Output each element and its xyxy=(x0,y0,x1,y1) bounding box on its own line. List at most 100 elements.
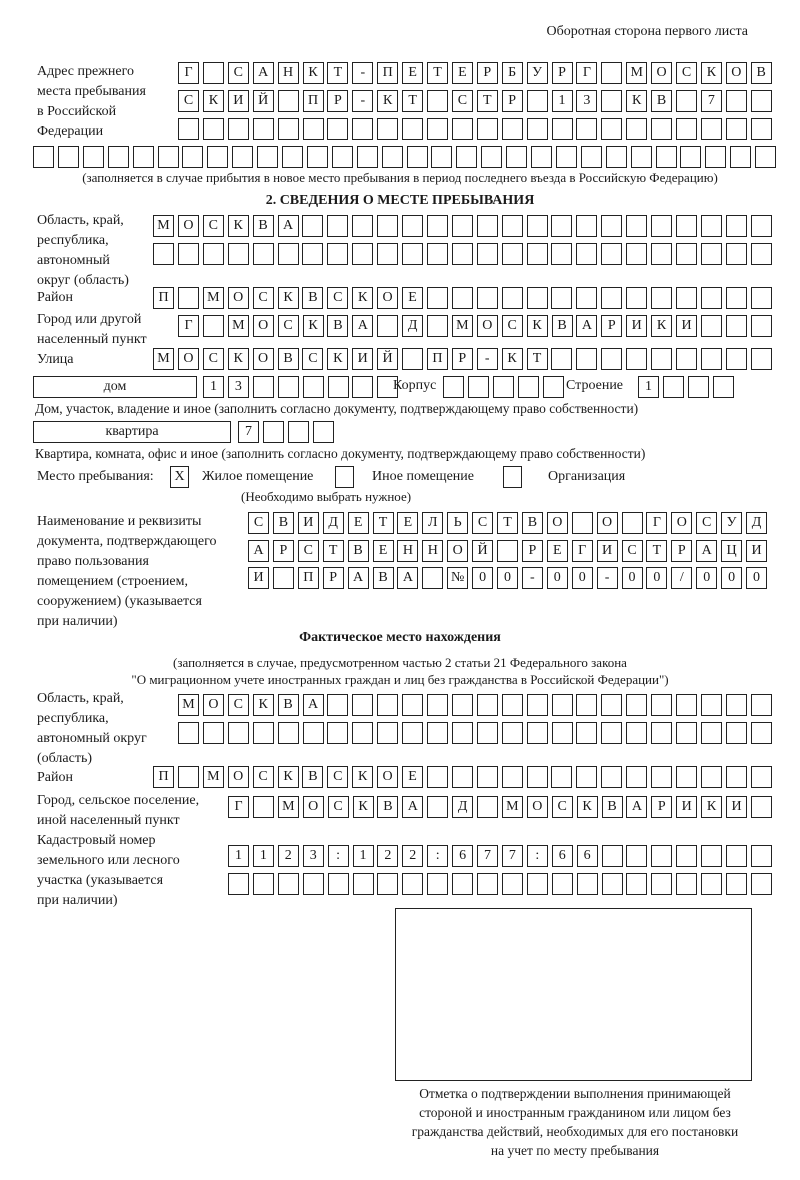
char-cell[interactable]: М xyxy=(626,62,648,84)
char-cell[interactable] xyxy=(601,90,623,112)
char-cell[interactable] xyxy=(626,766,648,788)
char-cell[interactable] xyxy=(501,243,523,265)
char-cell[interactable]: - xyxy=(596,567,618,589)
char-cell[interactable] xyxy=(352,215,374,237)
char-cell[interactable] xyxy=(352,376,374,398)
char-cell[interactable] xyxy=(327,243,349,265)
char-cell[interactable] xyxy=(257,146,279,168)
char-cell[interactable] xyxy=(526,694,548,716)
char-cell[interactable]: К xyxy=(352,796,374,818)
char-cell[interactable] xyxy=(626,118,648,140)
char-cell[interactable]: С xyxy=(327,796,349,818)
char-cell[interactable]: Г xyxy=(178,315,199,337)
char-cell[interactable]: Р xyxy=(671,540,693,562)
char-cell[interactable] xyxy=(542,376,564,398)
char-cell[interactable] xyxy=(327,694,349,716)
char-cell[interactable]: Е xyxy=(451,62,473,84)
char-cell[interactable]: И xyxy=(726,796,747,818)
char-cell[interactable]: С xyxy=(451,90,473,112)
char-cell[interactable] xyxy=(687,376,709,398)
char-cell[interactable] xyxy=(555,146,577,168)
char-cell[interactable] xyxy=(576,243,598,265)
char-cell[interactable] xyxy=(202,243,224,265)
char-cell[interactable]: Г xyxy=(228,796,249,818)
char-cell[interactable]: 7 xyxy=(700,90,722,112)
char-cell[interactable] xyxy=(501,694,523,716)
char-cell[interactable] xyxy=(725,118,747,140)
char-cell[interactable]: 6 xyxy=(452,845,474,867)
char-cell[interactable]: 1 xyxy=(228,845,249,867)
char-cell[interactable] xyxy=(676,118,697,140)
char-cell[interactable]: Е xyxy=(402,766,423,788)
char-cell[interactable]: В xyxy=(252,215,274,237)
char-cell[interactable] xyxy=(456,146,478,168)
char-cell[interactable]: Т xyxy=(402,90,424,112)
char-cell[interactable]: О xyxy=(447,540,469,562)
char-cell[interactable]: К xyxy=(626,90,648,112)
char-cell[interactable]: 0 xyxy=(546,567,568,589)
char-cell[interactable]: Р xyxy=(601,315,623,337)
char-cell[interactable]: К xyxy=(277,287,299,309)
char-cell[interactable] xyxy=(526,287,548,309)
char-cell[interactable] xyxy=(750,722,772,744)
char-cell[interactable] xyxy=(153,243,174,265)
char-cell[interactable]: С xyxy=(202,348,224,370)
char-cell[interactable] xyxy=(302,243,324,265)
char-cell[interactable]: О xyxy=(546,512,568,534)
char-cell[interactable] xyxy=(662,376,684,398)
char-cell[interactable] xyxy=(725,287,747,309)
char-cell[interactable]: О xyxy=(252,315,274,337)
char-cell[interactable]: 1 xyxy=(551,90,573,112)
char-cell[interactable] xyxy=(431,146,453,168)
char-cell[interactable] xyxy=(377,873,399,895)
char-cell[interactable] xyxy=(750,873,772,895)
char-cell[interactable]: И xyxy=(227,90,249,112)
char-cell[interactable]: П xyxy=(377,62,399,84)
char-cell[interactable] xyxy=(725,215,747,237)
char-cell[interactable] xyxy=(402,348,423,370)
char-cell[interactable] xyxy=(601,118,623,140)
char-cell[interactable] xyxy=(451,118,473,140)
char-cell[interactable]: В xyxy=(277,348,299,370)
char-cell[interactable]: О xyxy=(227,766,249,788)
char-cell[interactable]: 1 xyxy=(638,376,659,398)
char-cell[interactable]: Т xyxy=(327,62,349,84)
char-cell[interactable] xyxy=(551,118,573,140)
char-cell[interactable]: И xyxy=(626,315,648,337)
char-cell[interactable]: О xyxy=(377,766,399,788)
char-cell[interactable] xyxy=(476,722,498,744)
char-cell[interactable]: П xyxy=(153,766,174,788)
char-cell[interactable]: 0 xyxy=(621,567,643,589)
char-cell[interactable]: И xyxy=(352,348,374,370)
char-cell[interactable]: Р xyxy=(476,62,498,84)
char-cell[interactable] xyxy=(306,146,328,168)
char-cell[interactable] xyxy=(621,512,643,534)
char-cell[interactable] xyxy=(651,722,673,744)
char-cell[interactable] xyxy=(451,766,473,788)
char-cell[interactable] xyxy=(725,766,747,788)
char-cell[interactable] xyxy=(601,694,623,716)
char-cell[interactable] xyxy=(576,694,598,716)
char-cell[interactable] xyxy=(477,796,498,818)
char-cell[interactable] xyxy=(601,62,623,84)
char-cell[interactable] xyxy=(327,118,349,140)
char-cell[interactable] xyxy=(402,873,424,895)
char-cell[interactable] xyxy=(402,215,423,237)
char-cell[interactable] xyxy=(551,722,573,744)
char-cell[interactable] xyxy=(517,376,539,398)
char-cell[interactable]: О xyxy=(202,694,224,716)
char-cell[interactable] xyxy=(675,766,697,788)
char-cell[interactable] xyxy=(576,348,598,370)
char-cell[interactable]: 7 xyxy=(477,845,498,867)
char-cell[interactable] xyxy=(402,118,424,140)
char-cell[interactable]: В xyxy=(272,512,294,534)
char-cell[interactable] xyxy=(750,90,772,112)
char-cell[interactable] xyxy=(571,512,593,534)
char-cell[interactable] xyxy=(580,146,602,168)
char-cell[interactable]: 1 xyxy=(203,376,224,398)
char-cell[interactable] xyxy=(426,243,448,265)
char-cell[interactable]: № xyxy=(447,567,469,589)
char-cell[interactable] xyxy=(700,287,722,309)
char-cell[interactable] xyxy=(352,243,374,265)
char-cell[interactable]: С xyxy=(252,287,274,309)
